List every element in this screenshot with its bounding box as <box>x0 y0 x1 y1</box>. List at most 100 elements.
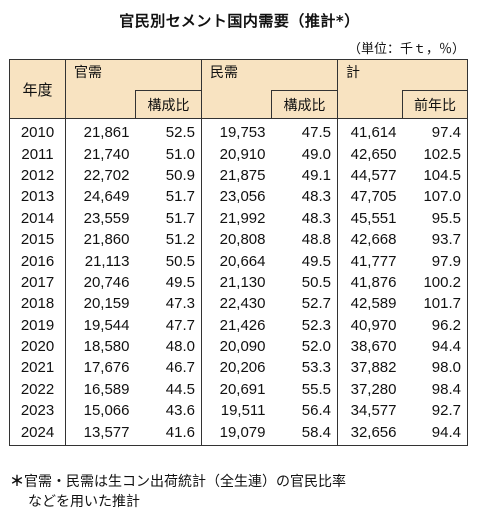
cell-private-share: 49.0 <box>271 143 338 165</box>
cell-government: 24,649 <box>65 186 136 208</box>
cell-private-share: 58.4 <box>271 421 338 446</box>
cell-private: 19,753 <box>201 118 272 144</box>
cell-government-share: 51.7 <box>135 186 202 208</box>
cell-total: 44,577 <box>337 164 403 187</box>
cell-private-share: 48.3 <box>271 186 338 208</box>
cell-private-share: 48.3 <box>271 207 338 229</box>
cell-government: 17,676 <box>65 357 136 379</box>
cell-private-share: 47.5 <box>271 118 338 144</box>
cell-year: 2018 <box>9 293 66 315</box>
header-government: 官需 <box>65 59 202 91</box>
cell-government: 23,559 <box>65 207 136 229</box>
cell-private-share: 49.5 <box>271 250 338 272</box>
header-government-share: 構成比 <box>135 90 202 119</box>
cell-private: 19,511 <box>201 400 272 422</box>
cell-government: 22,702 <box>65 164 136 187</box>
cell-government-share: 41.6 <box>135 421 202 446</box>
table-row: 2012 22,702 50.9 21,875 49.1 44,577 104.5 <box>9 164 468 187</box>
cell-yoy: 102.5 <box>402 143 468 165</box>
cell-private-share: 49.1 <box>271 164 338 187</box>
cell-government-share: 46.7 <box>135 357 202 379</box>
cell-yoy: 97.9 <box>402 250 468 272</box>
header-government-blank <box>65 90 136 119</box>
cell-government: 21,861 <box>65 118 136 144</box>
header-private: 民需 <box>201 59 338 91</box>
cell-year: 2023 <box>9 400 66 422</box>
table-row: 2019 19,544 47.7 21,426 52.3 40,970 96.2 <box>9 314 468 336</box>
cell-total: 41,777 <box>337 250 403 272</box>
cell-government: 19,544 <box>65 314 136 336</box>
cell-private-share: 56.4 <box>271 400 338 422</box>
cell-private-share: 50.5 <box>271 271 338 294</box>
table-row: 2015 21,860 51.2 20,808 48.8 42,668 93.7 <box>9 228 468 251</box>
cell-government: 13,577 <box>65 421 136 446</box>
table-row: 2020 18,580 48.0 20,090 52.0 38,670 94.4 <box>9 335 468 358</box>
cell-yoy: 98.4 <box>402 378 468 401</box>
cell-government-share: 50.9 <box>135 164 202 187</box>
cement-demand-table: 年度 官需 民需 計 構成比 構成比 前年比 2010 21,861 52.5 19,… <box>9 59 468 446</box>
cell-government-share: 49.5 <box>135 271 202 294</box>
table-row: 2011 21,740 51.0 20,910 49.0 42,650 102.5 <box>9 143 468 165</box>
cell-yoy: 100.2 <box>402 271 468 294</box>
cell-total: 40,970 <box>337 314 403 336</box>
cell-private: 21,992 <box>201 207 272 229</box>
cell-total: 37,280 <box>337 378 403 401</box>
cell-year: 2024 <box>9 421 66 446</box>
header-year: 年度 <box>9 59 66 119</box>
footnote: ＊官需・民需は生コン出荷統計（全生連）の官民比率 などを用いた推計 <box>10 472 475 512</box>
cell-year: 2011 <box>9 143 66 165</box>
cell-government: 21,113 <box>65 250 136 272</box>
cell-yoy: 96.2 <box>402 314 468 336</box>
header-private-share: 構成比 <box>271 90 338 119</box>
cell-yoy: 92.7 <box>402 400 468 422</box>
cell-government-share: 51.0 <box>135 143 202 165</box>
cell-private: 21,426 <box>201 314 272 336</box>
cell-year: 2014 <box>9 207 66 229</box>
cell-yoy: 94.4 <box>402 335 468 358</box>
cell-yoy: 93.7 <box>402 228 468 251</box>
cell-total: 37,882 <box>337 357 403 379</box>
cell-yoy: 94.4 <box>402 421 468 446</box>
table-body: 2010 21,861 52.5 19,753 47.5 41,614 97.4 2011 21… <box>9 118 468 446</box>
cell-total: 42,589 <box>337 293 403 315</box>
cell-total: 47,705 <box>337 186 403 208</box>
cell-private-share: 55.5 <box>271 378 338 401</box>
header-yoy: 前年比 <box>402 90 468 119</box>
cell-total: 45,551 <box>337 207 403 229</box>
table-title: 官民別セメント国内需要（推計*） <box>119 12 360 30</box>
cell-private: 23,056 <box>201 186 272 208</box>
cell-private: 21,130 <box>201 271 272 294</box>
cell-year: 2015 <box>9 228 66 251</box>
table-row: 2017 20,746 49.5 21,130 50.5 41,876 100.2 <box>9 271 468 294</box>
cell-year: 2016 <box>9 250 66 272</box>
cell-year: 2019 <box>9 314 66 336</box>
table-row: 2013 24,649 51.7 23,056 48.3 47,705 107.0 <box>9 186 468 208</box>
cell-total: 38,670 <box>337 335 403 358</box>
cell-private-share: 48.8 <box>271 228 338 251</box>
cell-private-share: 52.0 <box>271 335 338 358</box>
cell-private: 22,430 <box>201 293 272 315</box>
table-row: 2024 13,577 41.6 19,079 58.4 32,656 94.4 <box>9 421 468 446</box>
cell-government: 21,740 <box>65 143 136 165</box>
table-row: 2021 17,676 46.7 20,206 53.3 37,882 98.0 <box>9 357 468 379</box>
header-total-blank <box>337 90 403 119</box>
footnote-line-1: 官需・民需は生コン出荷統計（全生連）の官民比率 <box>24 474 346 490</box>
cell-government-share: 51.2 <box>135 228 202 251</box>
header-total: 計 <box>337 59 468 91</box>
cell-private: 20,910 <box>201 143 272 165</box>
cell-government: 16,589 <box>65 378 136 401</box>
cell-year: 2020 <box>9 335 66 358</box>
table-row: 2010 21,861 52.5 19,753 47.5 41,614 97.4 <box>9 118 468 144</box>
cell-government: 20,159 <box>65 293 136 315</box>
cell-yoy: 107.0 <box>402 186 468 208</box>
cell-government-share: 43.6 <box>135 400 202 422</box>
cell-government-share: 48.0 <box>135 335 202 358</box>
cell-year: 2012 <box>9 164 66 187</box>
footnote-mark: ＊ <box>10 474 24 490</box>
cell-government: 21,860 <box>65 228 136 251</box>
cell-private: 21,875 <box>201 164 272 187</box>
cell-government: 18,580 <box>65 335 136 358</box>
cell-total: 41,614 <box>337 118 403 144</box>
cell-total: 41,876 <box>337 271 403 294</box>
cell-government-share: 52.5 <box>135 118 202 144</box>
